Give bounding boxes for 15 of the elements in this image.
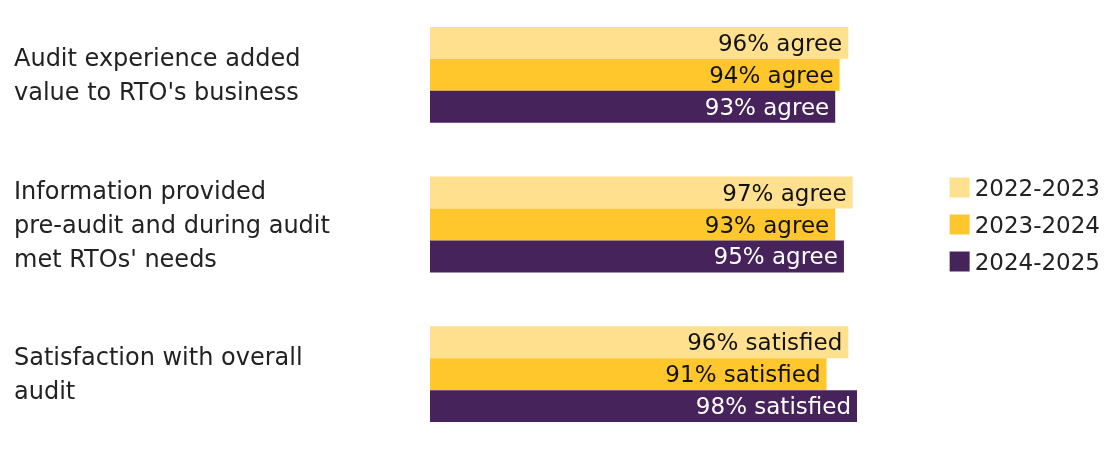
y-tick-label: Information provided pre-audit and during audit met RTOs' needs [14, 176, 338, 273]
data-label: 96% agree [717, 29, 843, 56]
data-label: 98% satisfied [695, 393, 851, 420]
data-label: 94% agree [709, 61, 834, 88]
data-label: 93% agree [704, 211, 830, 238]
data-label: 97% agree [722, 179, 847, 206]
legend-label: 2024-2025 [974, 248, 1101, 275]
data-label: 95% agree [713, 243, 838, 270]
data-label: 93% agree [704, 93, 830, 120]
y-tick-label: Audit experience added value to RTO's business [14, 43, 309, 106]
y-tick-label: Satisfaction with overall audit [14, 343, 311, 406]
data-label: 96% satisfied [687, 329, 843, 356]
data-label: 91% satisfied [665, 361, 821, 388]
legend-label: 2023-2024 [974, 211, 1101, 238]
legend-label: 2022-2023 [974, 174, 1101, 201]
